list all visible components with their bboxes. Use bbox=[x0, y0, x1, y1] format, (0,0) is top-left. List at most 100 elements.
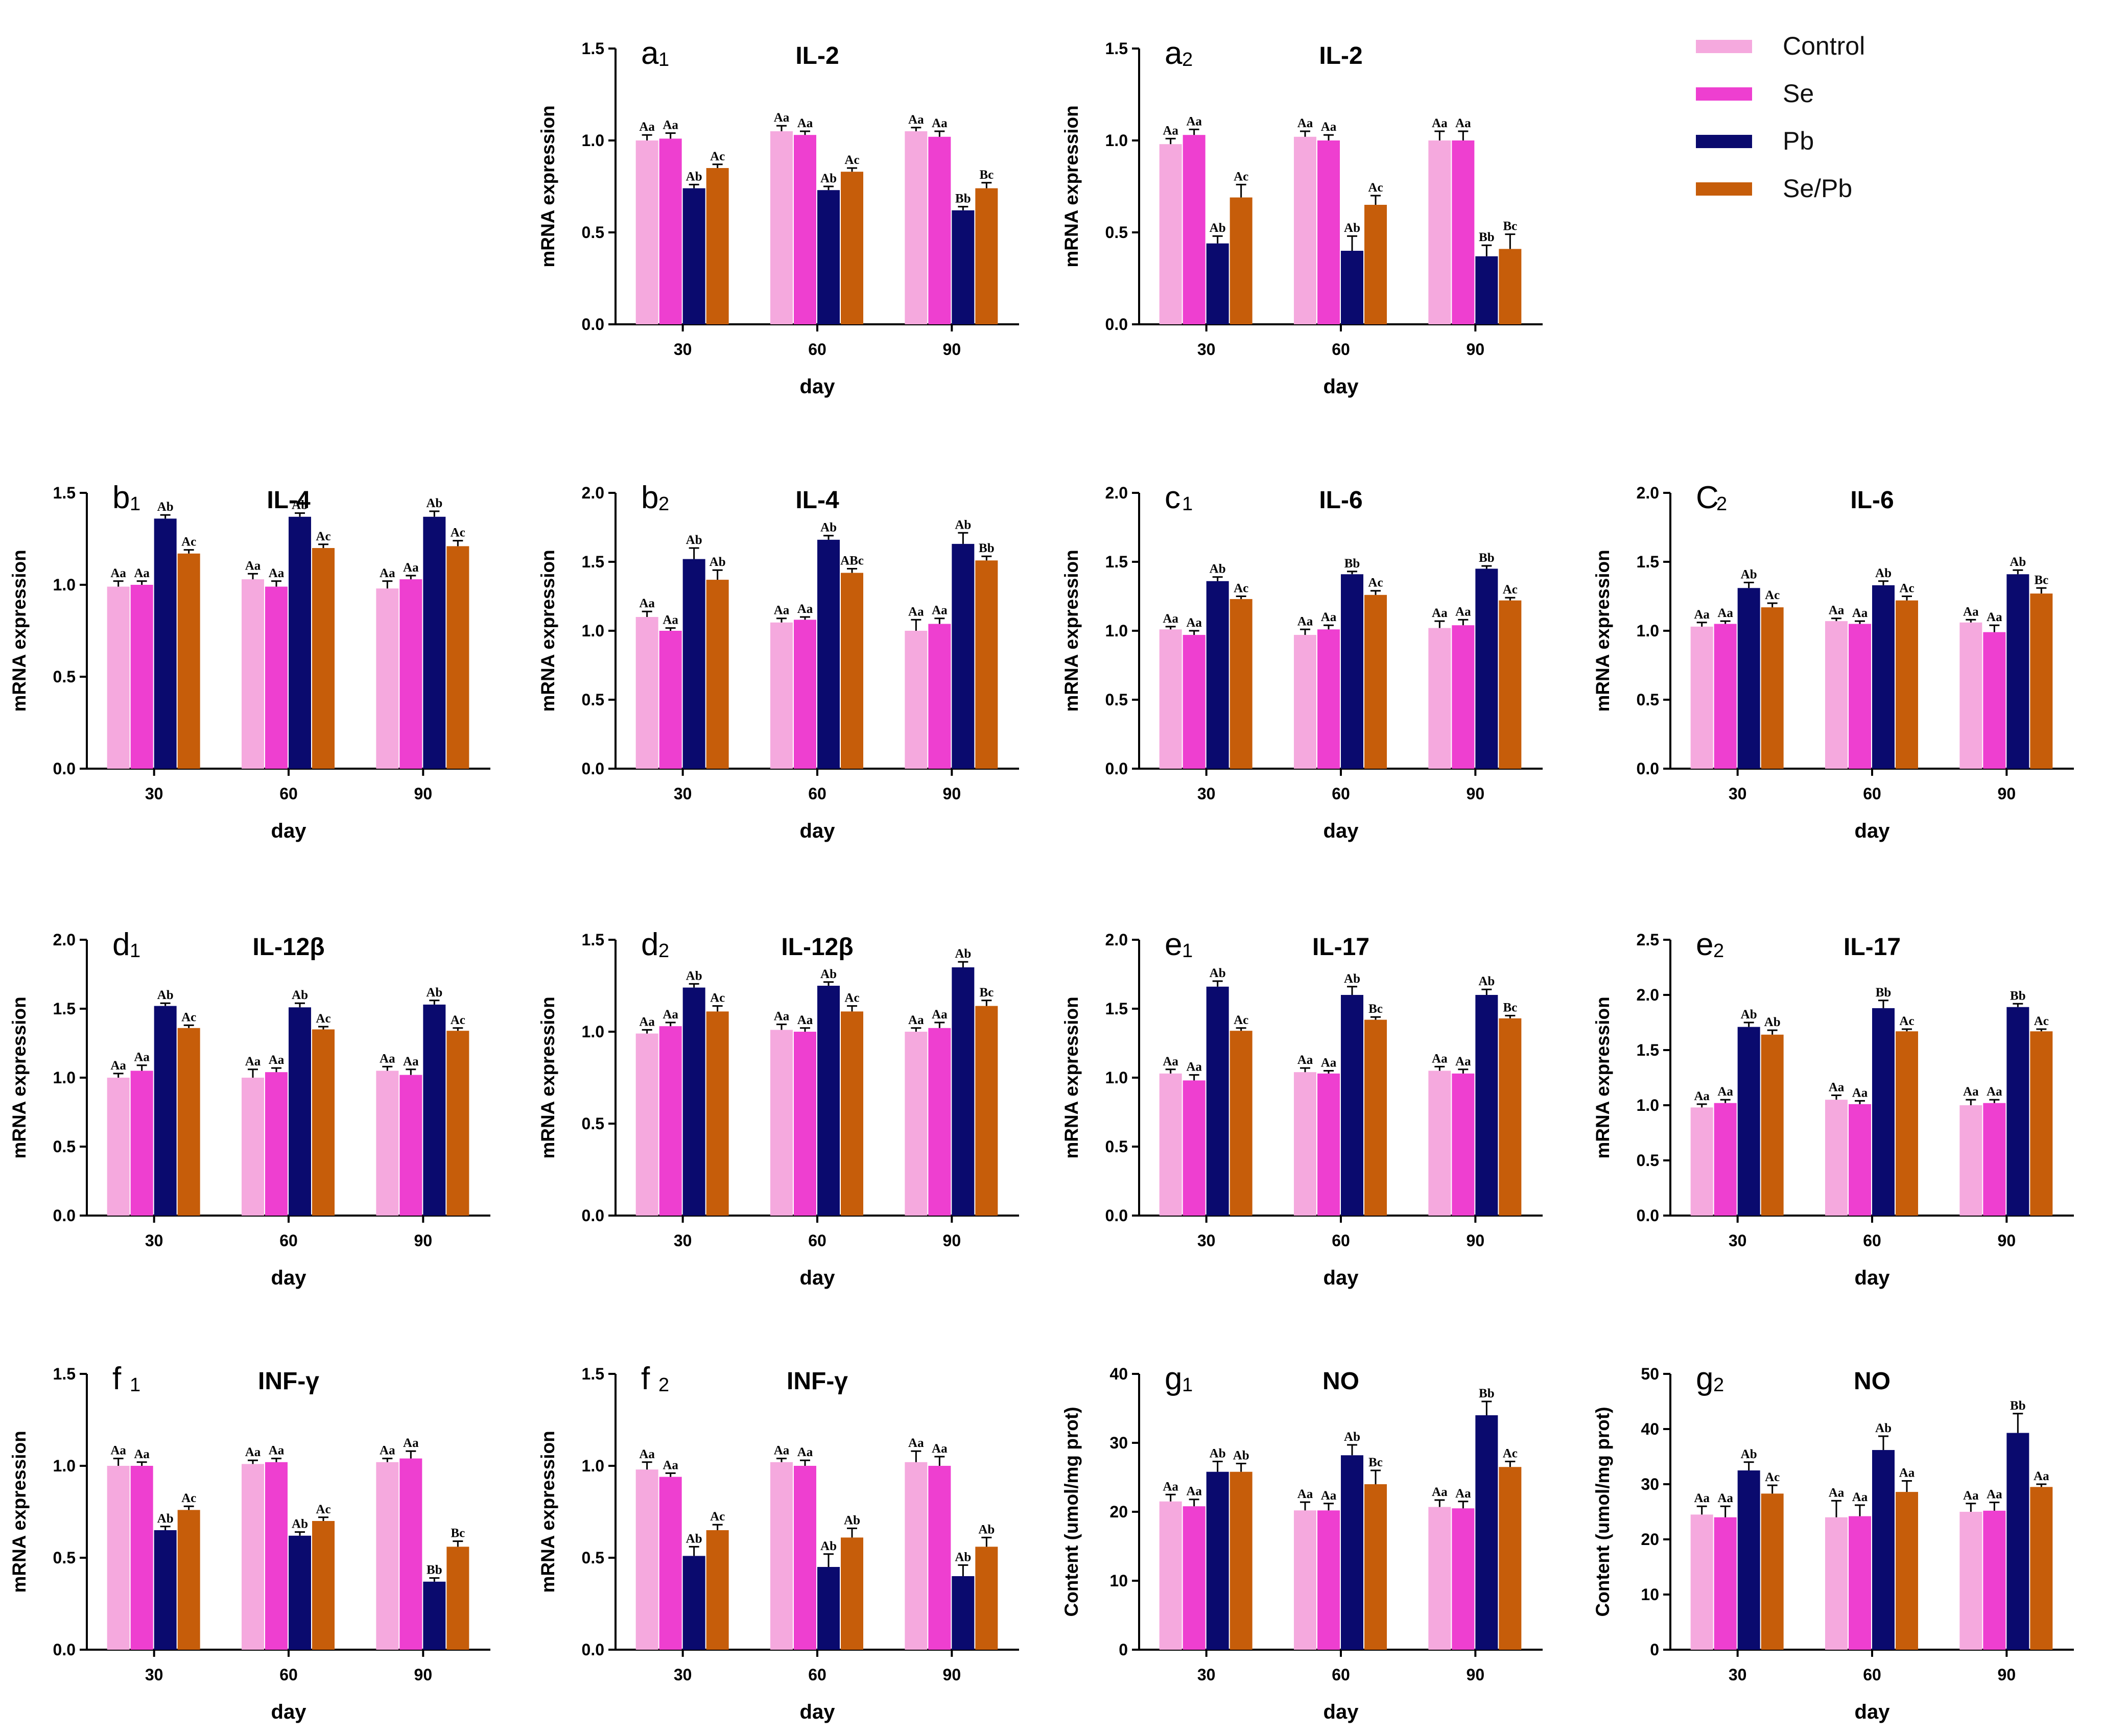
bar-sepb-day90 bbox=[446, 546, 469, 769]
bar-control-day60 bbox=[770, 1030, 793, 1216]
legend-item-se: Se bbox=[1696, 78, 2053, 109]
bar-sepb-day30 bbox=[1230, 1031, 1253, 1216]
significance-label: Aa bbox=[1987, 1085, 2002, 1099]
bar-pb-day90 bbox=[423, 516, 446, 769]
y-tick-label: 1.5 bbox=[1637, 553, 1659, 571]
significance-label: Bb bbox=[2010, 1399, 2026, 1413]
bar-se-day30 bbox=[659, 631, 682, 769]
bar-pb-day90 bbox=[952, 967, 975, 1216]
bar-se-day30 bbox=[130, 1466, 153, 1650]
significance-label: Aa bbox=[1717, 606, 1733, 620]
significance-label: Aa bbox=[1297, 116, 1313, 130]
panel-letter: C bbox=[1696, 480, 1719, 515]
bar-sepb-day30 bbox=[1230, 599, 1253, 769]
significance-label: Bc bbox=[979, 168, 994, 182]
bar-pb-day90 bbox=[2006, 1433, 2029, 1650]
significance-label: Ab bbox=[1875, 566, 1892, 580]
chart-panel-g2: g 2 NO 0 10 20 30 40 50 Content (umol/mg prot) Aa A… bbox=[1592, 1361, 2074, 1723]
bar-sepb-day90 bbox=[1499, 600, 1522, 769]
significance-label: Aa bbox=[932, 116, 948, 130]
significance-label: Ac bbox=[1368, 181, 1383, 195]
bar-pb-day30 bbox=[682, 559, 705, 769]
y-tick-label: 1.0 bbox=[582, 622, 604, 640]
significance-label: Bc bbox=[1368, 1002, 1383, 1016]
y-axis-label: mRNA expression bbox=[1592, 996, 1613, 1158]
y-axis-label: mRNA expression bbox=[1061, 550, 1082, 711]
y-tick-label: 0.0 bbox=[1105, 315, 1128, 334]
x-axis-label: day bbox=[800, 1701, 836, 1723]
y-tick-label: 0.0 bbox=[1637, 759, 1659, 778]
significance-label: Aa bbox=[1899, 1466, 1915, 1480]
chart-title: IL-17 bbox=[1312, 934, 1369, 961]
significance-label: Aa bbox=[403, 1436, 419, 1450]
x-axis-label: day bbox=[800, 1267, 836, 1289]
y-tick-label: 1.5 bbox=[1105, 39, 1128, 58]
y-tick-label: 0.5 bbox=[53, 1549, 76, 1567]
significance-label: Ac bbox=[1765, 1470, 1780, 1484]
significance-label: Aa bbox=[245, 1055, 261, 1068]
significance-label: Aa bbox=[639, 1015, 655, 1029]
panel-letter: b bbox=[112, 480, 130, 515]
y-tick-label: 0.0 bbox=[53, 759, 76, 778]
bar-se-day90 bbox=[399, 1075, 422, 1216]
x-tick-label: 60 bbox=[1332, 784, 1350, 803]
bar-control-day90 bbox=[1428, 140, 1451, 324]
significance-label: Ab bbox=[1741, 1447, 1757, 1461]
bar-se-day90 bbox=[928, 624, 951, 769]
bar-sepb-day30 bbox=[177, 1510, 200, 1650]
bar-pb-day60 bbox=[1341, 1455, 1363, 1650]
x-tick-label: 30 bbox=[1729, 1231, 1747, 1250]
legend-label-sepb: Se/Pb bbox=[1783, 174, 1853, 203]
y-axis-label: Content (umol/mg prot) bbox=[1061, 1407, 1082, 1616]
legend-swatch-pb bbox=[1696, 135, 1752, 148]
significance-label: Aa bbox=[932, 1442, 948, 1456]
y-tick-label: 1.5 bbox=[582, 39, 604, 58]
bar-se-day90 bbox=[1983, 1510, 2006, 1650]
significance-label: Aa bbox=[110, 1444, 126, 1458]
bar-control-day60 bbox=[1825, 1100, 1848, 1216]
panel-subscript: 1 bbox=[658, 49, 669, 70]
x-tick-label: 90 bbox=[1998, 784, 2016, 803]
bar-sepb-day30 bbox=[177, 1028, 200, 1216]
bar-pb-day60 bbox=[289, 516, 311, 769]
significance-label: Ac bbox=[1234, 170, 1248, 183]
bar-control-day90 bbox=[905, 631, 928, 769]
panel-subscript: 2 bbox=[658, 940, 669, 962]
bar-pb-day60 bbox=[817, 190, 840, 324]
panel-letter: f bbox=[112, 1361, 122, 1396]
x-tick-label: 60 bbox=[1332, 1666, 1350, 1684]
bar-control-day90 bbox=[1428, 1507, 1451, 1650]
chart-panel-a2: a 2 IL-2 0.0 0.5 1.0 1.5 mRNA expression Aa Aa Ab A… bbox=[1061, 36, 1543, 398]
bar-sepb-day60 bbox=[841, 1011, 863, 1216]
x-tick-label: 30 bbox=[1197, 1666, 1216, 1684]
bar-sepb-day30 bbox=[706, 168, 729, 324]
significance-label: Aa bbox=[1694, 608, 1710, 622]
significance-label: Bb bbox=[1479, 551, 1495, 565]
bar-control-day90 bbox=[376, 1462, 399, 1650]
bar-control-day60 bbox=[770, 1462, 793, 1650]
bar-sepb-day30 bbox=[1230, 1471, 1253, 1650]
significance-label: Aa bbox=[134, 1051, 150, 1064]
significance-label: Aa bbox=[134, 1447, 150, 1461]
bar-pb-day30 bbox=[1206, 1471, 1229, 1650]
significance-label: Aa bbox=[403, 1055, 419, 1068]
significance-label: Ab bbox=[426, 986, 442, 1000]
significance-label: Aa bbox=[1186, 1485, 1202, 1499]
x-tick-label: 30 bbox=[145, 1231, 163, 1250]
bar-pb-day90 bbox=[952, 1576, 975, 1650]
significance-label: Bb bbox=[979, 541, 995, 555]
x-tick-label: 30 bbox=[674, 784, 692, 803]
significance-label: Ab bbox=[1233, 1449, 1249, 1463]
bar-pb-day60 bbox=[1341, 574, 1363, 769]
significance-label: Ab bbox=[292, 1517, 308, 1531]
significance-label: Ac bbox=[710, 991, 725, 1005]
x-tick-label: 90 bbox=[1467, 1231, 1485, 1250]
y-tick-label: 30 bbox=[1641, 1475, 1659, 1493]
panel-letter: e bbox=[1696, 927, 1713, 962]
significance-label: Aa bbox=[110, 1059, 126, 1073]
bar-control-day60 bbox=[770, 622, 793, 769]
x-axis-label: day bbox=[800, 820, 836, 842]
panel-letter: a bbox=[1165, 36, 1183, 71]
significance-label: Aa bbox=[663, 1458, 678, 1472]
x-axis-label: day bbox=[271, 1267, 307, 1289]
